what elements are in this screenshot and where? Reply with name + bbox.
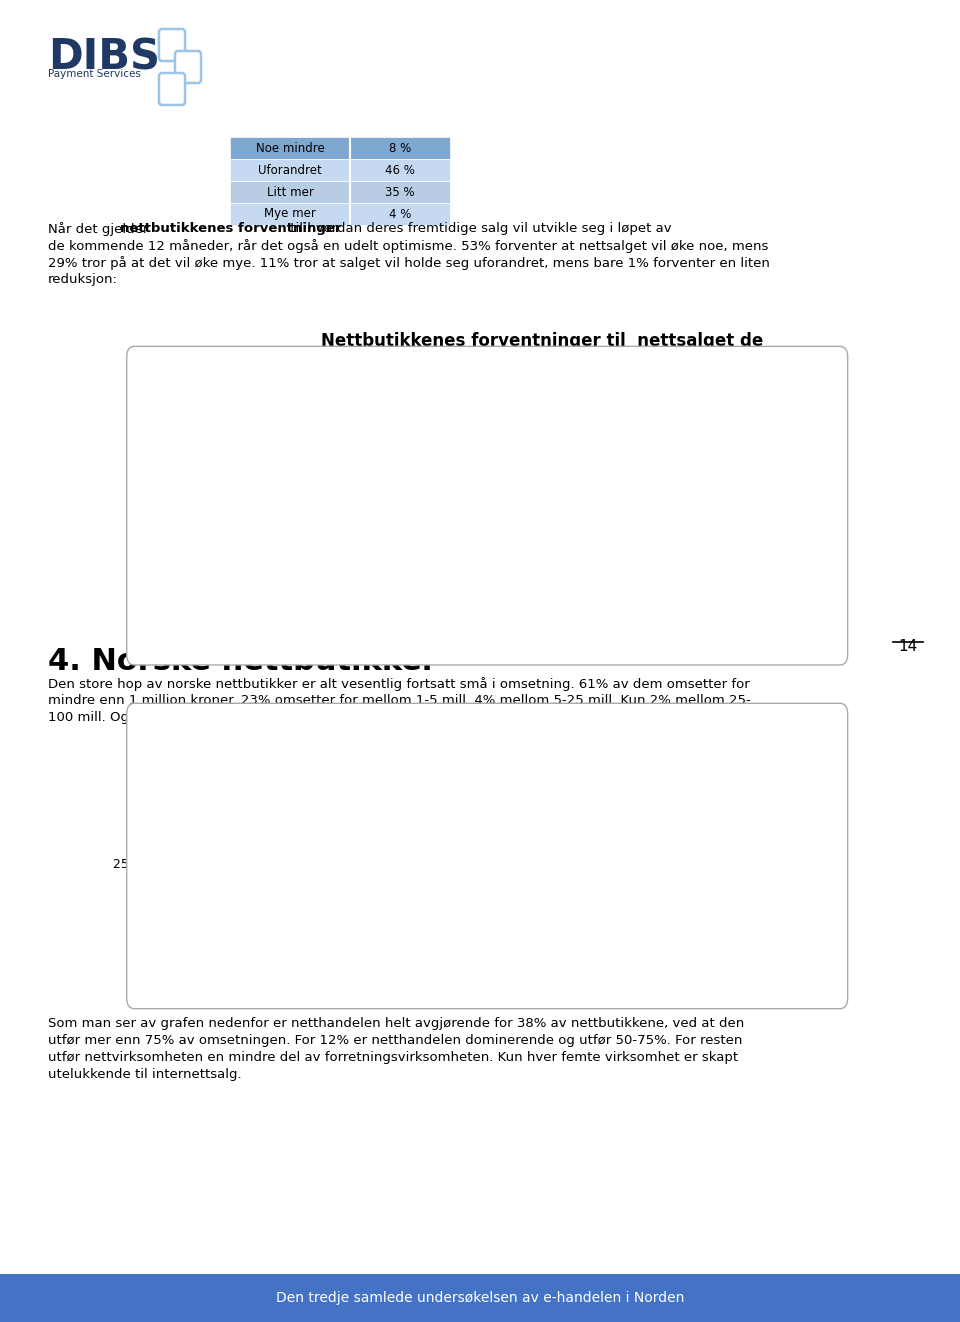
Bar	[254, 607, 312, 629]
Text: Mye mer: Mye mer	[264, 208, 316, 221]
Bar	[298, 947, 313, 974]
Bar	[0, 1274, 960, 1322]
Text: DIBS: DIBS	[48, 37, 160, 79]
Text: 8 %: 8 %	[389, 141, 411, 155]
Text: reduksjon:: reduksjon:	[48, 274, 118, 286]
Title: Nettbutikkenes forventninger til  nettsalget de
neste12 måneder?: Nettbutikkenes forventninger til nettsal…	[322, 332, 763, 370]
Text: 100 mill. Og 2% over 100 mill:: 100 mill. Og 2% over 100 mill:	[48, 711, 251, 724]
Bar	[298, 751, 762, 779]
Text: Som man ser av grafen nedenfor er netthandelen helt avgjørende for 38% av nettbu: Som man ser av grafen nedenfor er nettha…	[48, 1017, 744, 1030]
Bar	[350, 204, 450, 225]
Text: utelukkende til internettsalg.: utelukkende til internettsalg.	[48, 1068, 242, 1081]
Bar	[298, 849, 328, 876]
Bar	[254, 480, 360, 502]
Bar	[350, 159, 450, 181]
Text: mindre enn 1 million kroner. 23% omsetter for mellom 1-5 mill. 4% mellom 5-25 mi: mindre enn 1 million kroner. 23% omsette…	[48, 694, 751, 707]
Bar	[350, 137, 450, 159]
Bar	[254, 564, 533, 587]
Text: Uforandret: Uforandret	[258, 164, 322, 177]
Text: Den tredje samlede undersøkelsen av e-handelen i Norden: Den tredje samlede undersøkelsen av e-ha…	[276, 1292, 684, 1305]
Text: 4. Norske nettbutikker: 4. Norske nettbutikker	[48, 646, 437, 676]
Bar	[254, 438, 264, 460]
Text: til hvordan deres fremtidige salg vil utvikle seg i løpet av: til hvordan deres fremtidige salg vil ut…	[286, 222, 672, 235]
Text: utfør mer enn 75% av omsetningen. For 12% er netthandelen dominerende og utfør 5: utfør mer enn 75% av omsetningen. For 12…	[48, 1034, 742, 1047]
Text: Noe mindre: Noe mindre	[255, 141, 324, 155]
Text: 29% tror på at det vil øke mye. 11% tror at salget vil holde seg uforandret, men: 29% tror på at det vil øke mye. 11% tror…	[48, 256, 770, 270]
Text: Litt mer: Litt mer	[267, 185, 313, 198]
Bar	[230, 204, 350, 225]
Text: 35 %: 35 %	[385, 185, 415, 198]
Bar	[230, 181, 350, 204]
FancyBboxPatch shape	[159, 29, 185, 61]
Text: nettbutikkenes forventninger: nettbutikkenes forventninger	[120, 222, 342, 235]
Bar	[350, 181, 450, 204]
Bar	[230, 159, 350, 181]
Text: utfør nettvirksomheten en mindre del av forretningsvirksomheten. Kun hver femte : utfør nettvirksomheten en mindre del av …	[48, 1051, 738, 1064]
Text: Payment Services: Payment Services	[48, 69, 141, 79]
Bar	[254, 522, 763, 545]
Bar	[230, 137, 350, 159]
Text: Den store hop av norske nettbutikker er alt vesentlig fortsatt små i omsetning. : Den store hop av norske nettbutikker er …	[48, 677, 750, 691]
Text: 4 %: 4 %	[389, 208, 411, 221]
Text: de kommende 12 måneder, rår det også en udelt optimisme. 53% forventer at nettsa: de kommende 12 måneder, rår det også en …	[48, 239, 768, 253]
Text: Når det gjelder: Når det gjelder	[48, 222, 153, 235]
Bar	[298, 800, 472, 828]
FancyBboxPatch shape	[175, 52, 201, 83]
FancyBboxPatch shape	[159, 73, 185, 104]
Bar	[298, 898, 313, 925]
Text: 46 %: 46 %	[385, 164, 415, 177]
Text: 14: 14	[899, 639, 918, 654]
Title: Virksomhetens årsomsetning over internett: Virksomhetens årsomsetning over internet…	[358, 707, 770, 727]
